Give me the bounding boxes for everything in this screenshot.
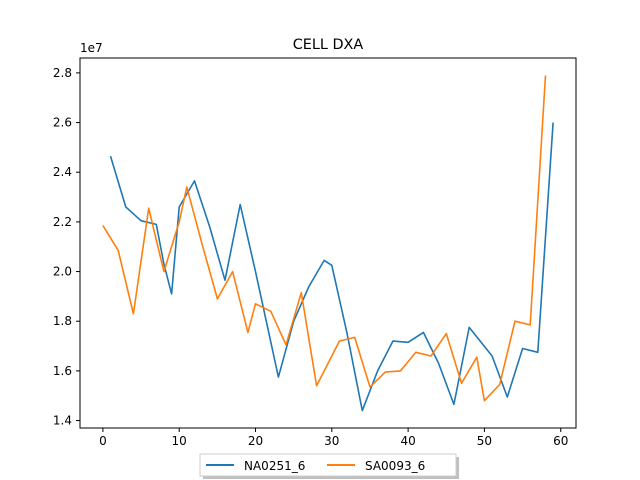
legend-label-sa0093: SA0093_6: [365, 459, 425, 473]
series-line-na0251_6: [109, 122, 554, 412]
x-tick-label: 30: [324, 434, 339, 448]
y-tick-label: 2.0: [53, 265, 72, 279]
x-tick-label: 50: [477, 434, 492, 448]
y-tick-label: 1.4: [53, 414, 72, 428]
x-tick-label: 0: [99, 434, 107, 448]
y-axis-ticks: 1.4 1.6 1.8 2.0 2.2 2.4 2.6 2.8: [53, 66, 80, 428]
x-tick-label: 40: [400, 434, 415, 448]
x-tick-label: 20: [248, 434, 263, 448]
y-tick-label: 2.8: [53, 66, 72, 80]
chart-title: CELL DXA: [293, 37, 364, 53]
plot-area: [102, 75, 554, 412]
y-multiplier-label: 1e7: [80, 41, 103, 55]
y-tick-label: 1.6: [53, 364, 72, 378]
legend-label-na0251: NA0251_6: [244, 459, 305, 473]
plot-frame: [79, 57, 577, 429]
x-tick-label: 10: [172, 434, 187, 448]
y-tick-label: 1.8: [53, 314, 72, 328]
y-tick-label: 2.2: [53, 215, 72, 229]
x-tick-label: 60: [553, 434, 568, 448]
legend: NA0251_6 SA0093_6: [199, 453, 459, 479]
y-tick-label: 2.4: [53, 165, 72, 179]
y-tick-label: 2.6: [53, 116, 72, 130]
series-line-sa0093_6: [102, 75, 547, 402]
x-axis-ticks: 0 10 20 30 40 50 60: [99, 428, 568, 448]
